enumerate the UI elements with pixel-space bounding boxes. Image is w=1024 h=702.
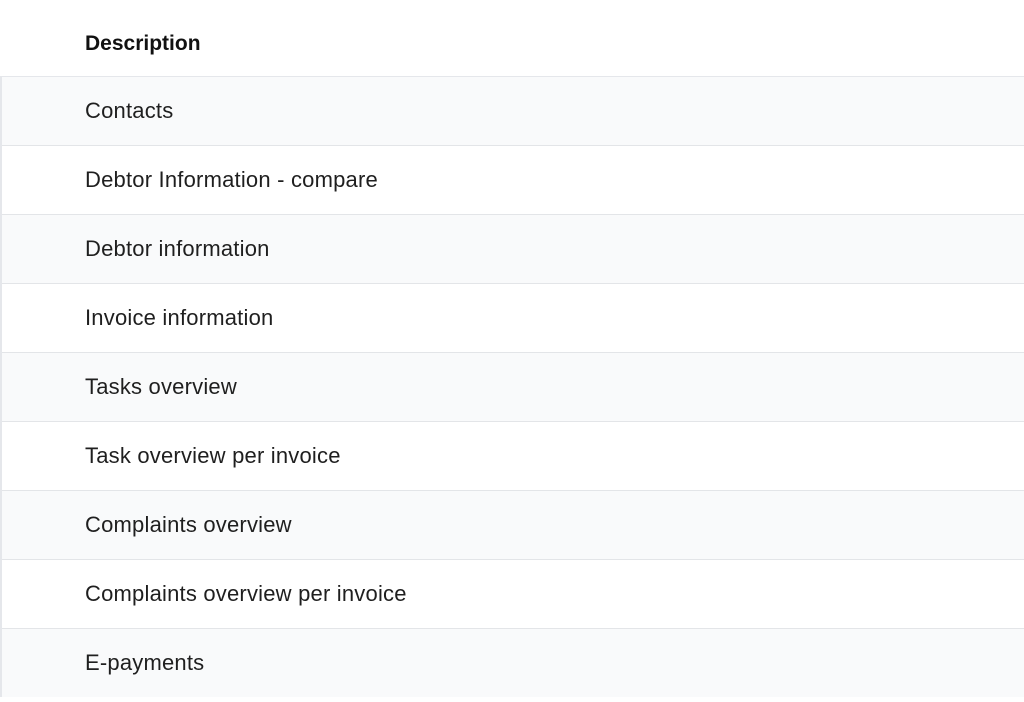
table-row[interactable]: Contacts	[2, 77, 1024, 146]
table-row[interactable]: Invoice information	[2, 284, 1024, 353]
row-label: Tasks overview	[85, 374, 237, 399]
row-label: E-payments	[85, 650, 205, 675]
row-label: Debtor Information - compare	[85, 167, 378, 192]
row-label: Complaints overview	[85, 512, 292, 537]
column-header-description: Description	[85, 32, 201, 55]
table-row[interactable]: E-payments	[2, 629, 1024, 697]
table-row[interactable]: Complaints overview per invoice	[2, 560, 1024, 629]
row-label: Contacts	[85, 98, 174, 123]
table-row[interactable]: Tasks overview	[2, 353, 1024, 422]
table-header: Description	[0, 0, 1024, 76]
table-row[interactable]: Debtor information	[2, 215, 1024, 284]
row-label: Complaints overview per invoice	[85, 581, 407, 606]
row-label: Invoice information	[85, 305, 274, 330]
description-table: Contacts Debtor Information - compare De…	[0, 76, 1024, 697]
table-row[interactable]: Complaints overview	[2, 491, 1024, 560]
table-row[interactable]: Task overview per invoice	[2, 422, 1024, 491]
row-label: Debtor information	[85, 236, 270, 261]
table-row[interactable]: Debtor Information - compare	[2, 146, 1024, 215]
row-label: Task overview per invoice	[85, 443, 341, 468]
